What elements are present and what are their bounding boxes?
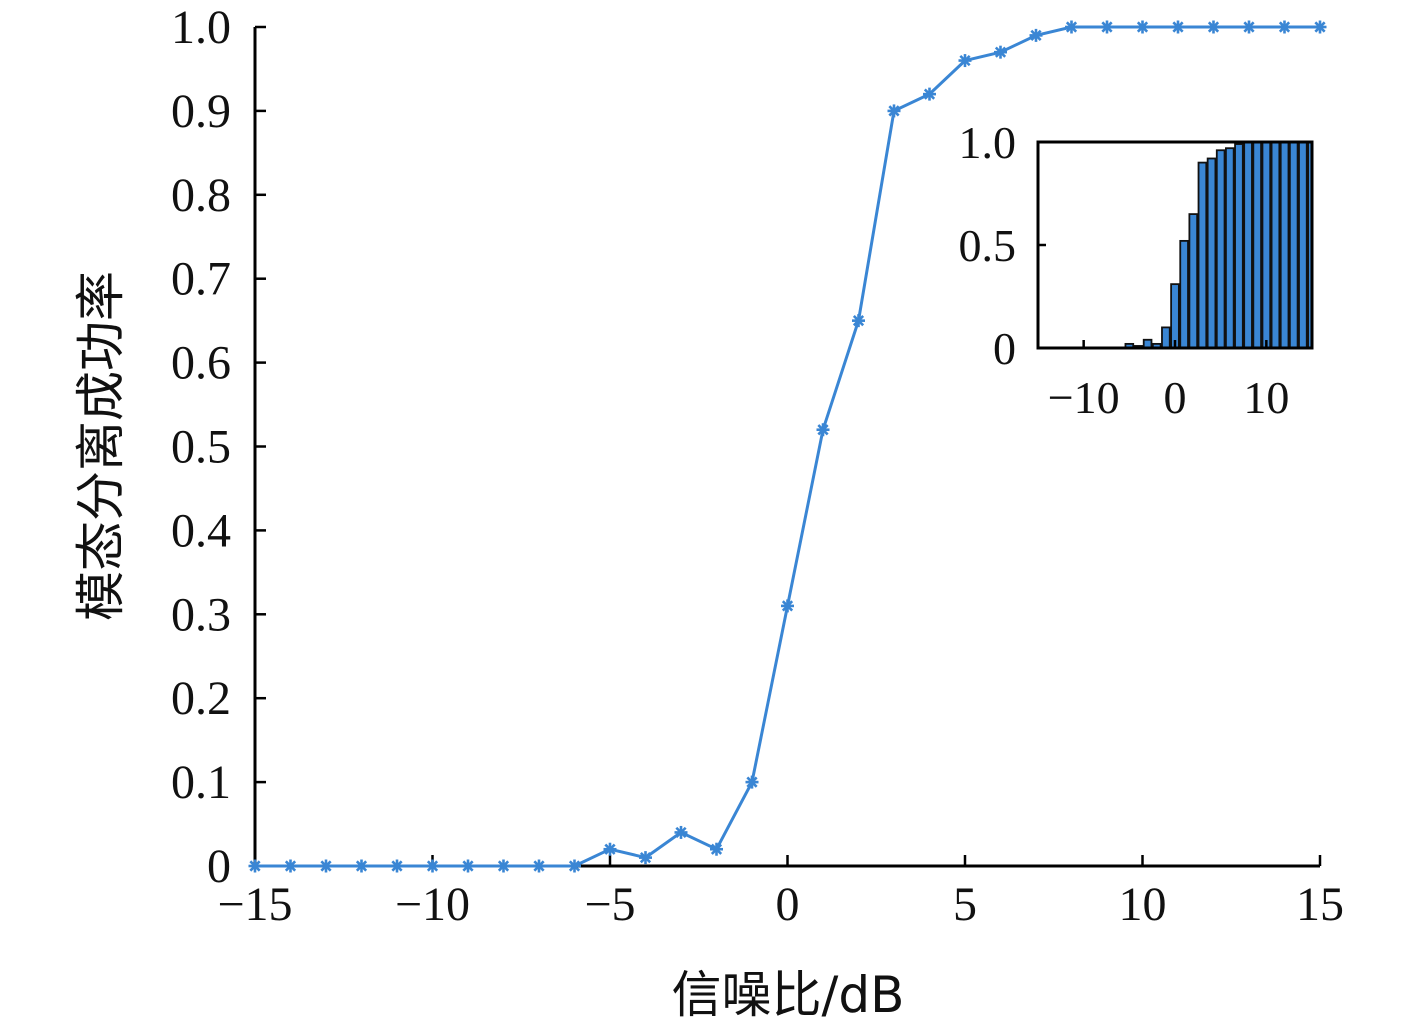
- x-tick-label: 15: [1296, 878, 1344, 931]
- data-point: [1029, 28, 1043, 42]
- data-point: [319, 859, 333, 873]
- data-point: [1136, 20, 1149, 34]
- inset-bar: [1161, 326, 1171, 349]
- inset-x-tick-label: 0: [1164, 372, 1187, 423]
- data-point: [887, 104, 901, 118]
- inset-bar: [1288, 141, 1299, 349]
- data-point: [852, 314, 865, 328]
- y-tick-label: 0.6: [171, 337, 231, 390]
- data-point: [426, 859, 439, 873]
- data-point: [958, 54, 972, 68]
- inset-bar: [1206, 157, 1217, 349]
- data-point: [603, 842, 617, 856]
- data-point: [1100, 20, 1114, 34]
- y-tick-label: 0.4: [171, 504, 231, 557]
- inset-y-tick-label: 0.5: [959, 220, 1017, 271]
- y-axis-label: 模态分离成功率: [72, 271, 130, 621]
- data-point: [710, 842, 723, 856]
- data-point: [781, 599, 794, 613]
- inset-bar: [1243, 141, 1253, 349]
- data-point: [497, 859, 510, 873]
- y-tick-label: 0.9: [171, 85, 231, 138]
- y-tick-label: 0.8: [171, 169, 231, 222]
- main-plot: 0 0.1 0.2 0.3 0.4 0.5 0.6 0.7 0.8 0.9 1.0 −15 −10 −5 0…: [171, 1, 1344, 931]
- x-tick-label: −10: [395, 878, 470, 931]
- x-tick-label: 10: [1119, 878, 1167, 931]
- data-point: [745, 775, 759, 789]
- inset-bar: [1197, 161, 1208, 349]
- inset-bar: [1188, 213, 1199, 349]
- y-tick-label: 0.7: [171, 253, 231, 306]
- data-point: [816, 423, 830, 437]
- data-point: [1242, 20, 1256, 34]
- x-axis-label: 信噪比/dB: [672, 966, 905, 1024]
- inset-bar: [1215, 149, 1226, 349]
- data-point: [568, 859, 581, 873]
- data-point: [994, 45, 1007, 59]
- inset-y-tick-label: 0: [993, 323, 1016, 374]
- data-point: [923, 87, 936, 101]
- data-point: [284, 859, 297, 873]
- data-point: [1207, 20, 1220, 34]
- inset-bar: [1252, 141, 1262, 349]
- inset-y-tick-label: 1.0: [959, 117, 1017, 168]
- y-tick-label: 0.5: [171, 421, 231, 474]
- data-point: [461, 859, 475, 873]
- data-point: [1278, 20, 1291, 34]
- inset-bar: [1234, 143, 1244, 349]
- data-point: [1171, 20, 1185, 34]
- y-tick-label: 1.0: [171, 1, 231, 54]
- x-tick-label: −5: [584, 878, 635, 931]
- y-tick-label: 0: [207, 840, 231, 893]
- y-tick-label: 0.3: [171, 588, 231, 641]
- inset-bar: [1261, 141, 1272, 349]
- inset-bar: [1270, 141, 1281, 349]
- data-point: [639, 851, 652, 865]
- data-point: [532, 859, 546, 873]
- x-tick-label: −15: [217, 878, 292, 931]
- y-tick-label: 0.2: [171, 672, 231, 725]
- data-point: [390, 859, 404, 873]
- y-tick-label: 0.1: [171, 756, 231, 809]
- data-point: [355, 859, 368, 873]
- x-tick-label: 5: [953, 878, 977, 931]
- inset-x-tick-label: −10: [1048, 372, 1120, 423]
- inset-bar: [1298, 141, 1308, 349]
- inset-bar: [1179, 239, 1189, 349]
- inset-bar: [1225, 147, 1235, 349]
- x-tick-label: 0: [776, 878, 800, 931]
- inset-bar: [1170, 283, 1180, 349]
- data-point: [1313, 20, 1327, 34]
- inset-plot: 0 0.5 1.0 −10 0 10: [959, 117, 1314, 423]
- data-point: [1065, 20, 1078, 34]
- inset-bar: [1279, 141, 1290, 349]
- data-point: [674, 825, 688, 839]
- inset-x-tick-label: 10: [1243, 372, 1289, 423]
- series-line: [255, 25, 1320, 868]
- data-point: [248, 859, 262, 873]
